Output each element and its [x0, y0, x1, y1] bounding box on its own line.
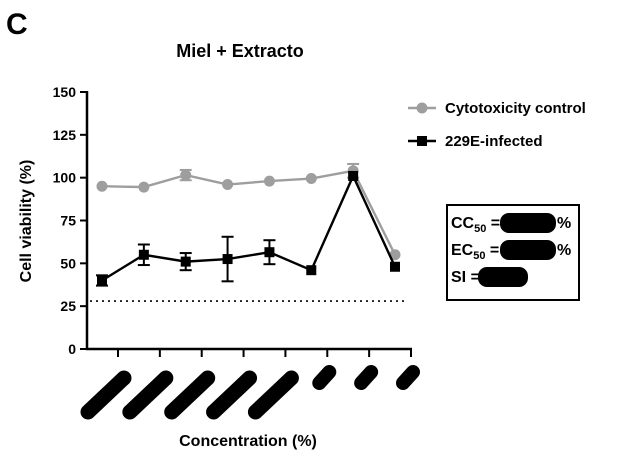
data-point: [138, 181, 150, 193]
legend-marker: [416, 102, 428, 114]
y-tick-label: 125: [53, 127, 77, 143]
x-tick-label-redacted: [164, 370, 216, 420]
series-line: [101, 169, 397, 256]
data-point: [306, 265, 317, 276]
x-tick-label-redacted: [396, 365, 420, 390]
x-tick-label-redacted: [122, 370, 174, 420]
plot-area: [96, 162, 401, 287]
data-point: [390, 261, 400, 272]
data-point: [389, 249, 401, 261]
y-tick-label: 25: [60, 298, 76, 314]
x-tick-label-redacted: [354, 365, 379, 390]
y-tick-label: 150: [53, 84, 77, 100]
data-point: [222, 254, 233, 265]
x-tick-label-redacted: [206, 370, 258, 420]
series-229e-infected: [96, 170, 400, 287]
y-tick-label: 100: [53, 170, 77, 186]
redacted-value: [478, 267, 528, 287]
series-cytotoxicity-control: [96, 162, 401, 261]
x-axis-title: Concentration (%): [179, 433, 317, 450]
series-line: [101, 173, 397, 282]
data-point: [264, 247, 275, 258]
data-point: [138, 249, 149, 260]
y-axis-title: Cell viability (%): [18, 160, 35, 283]
x-axis: [80, 347, 420, 420]
chart-title: Miel + Extracto: [176, 41, 304, 61]
panel-label: C: [6, 8, 28, 41]
legend-label: Cytotoxicity control: [445, 100, 586, 117]
legend: Cytotoxicity control 229E-infected: [408, 100, 586, 150]
stats-line: CC50 =: [451, 215, 500, 235]
data-point: [348, 170, 359, 181]
legend-label: 229E-infected: [445, 133, 543, 150]
x-tick-label-redacted: [80, 370, 132, 420]
data-point: [180, 256, 191, 267]
y-axis: 0 25 50 75 100 125 150: [53, 84, 89, 357]
y-tick-label: 50: [60, 255, 76, 271]
data-point: [305, 173, 317, 185]
data-point: [96, 180, 108, 192]
redacted-value: [500, 213, 556, 233]
stats-line: EC50 =: [451, 242, 499, 262]
x-tick-label-redacted: [312, 365, 337, 390]
legend-marker: [417, 136, 427, 146]
data-point: [97, 275, 107, 286]
redacted-value: [500, 240, 556, 260]
data-point: [222, 179, 234, 191]
stats-unit: %: [557, 215, 571, 232]
data-point: [180, 169, 192, 181]
stats-box: CC50 = % EC50 = % SI =: [446, 204, 580, 301]
y-tick-label: 75: [60, 213, 76, 229]
y-tick-label: 0: [68, 341, 76, 357]
stats-unit: %: [557, 242, 571, 259]
stats-line: SI =: [451, 269, 480, 286]
data-point: [263, 175, 275, 187]
x-tick-label-redacted: [247, 370, 299, 420]
